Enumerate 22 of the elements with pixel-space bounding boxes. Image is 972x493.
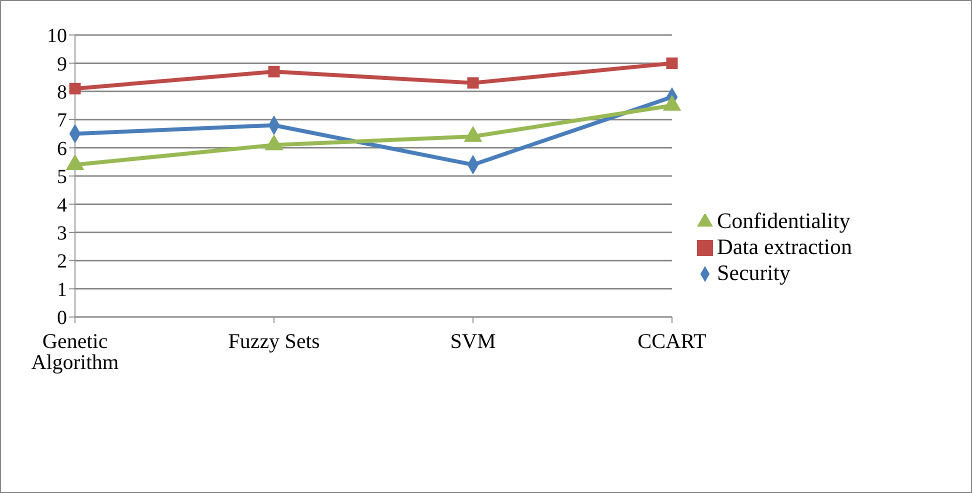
- legend-label: Data extraction: [717, 234, 852, 258]
- legend-label: Confidentiality: [717, 208, 850, 232]
- legend-label: Security: [717, 260, 790, 284]
- y-tick-label: 2: [57, 250, 67, 273]
- y-tick-label: 8: [57, 82, 67, 104]
- y-tick-label: 4: [57, 194, 67, 216]
- y-tick-label: 3: [57, 222, 67, 244]
- y-tick-label: 9: [57, 53, 67, 76]
- point: [467, 77, 479, 89]
- y-tick-label: 0: [57, 307, 67, 330]
- y-tick-label: 1: [57, 278, 67, 301]
- x-tick-label: SVM: [450, 328, 496, 353]
- y-tick-label: 6: [57, 138, 67, 160]
- y-tick-label: 7: [57, 110, 67, 132]
- point: [268, 66, 280, 78]
- y-tick-label: 5: [57, 166, 67, 188]
- y-tick-label: 10: [47, 25, 67, 48]
- x-tick-label: Genetic Algorithm: [31, 328, 119, 374]
- x-tick-label: CCART: [638, 328, 707, 353]
- point: [66, 154, 84, 170]
- point: [666, 57, 678, 69]
- x-tick-label: Fuzzy Sets: [228, 328, 320, 353]
